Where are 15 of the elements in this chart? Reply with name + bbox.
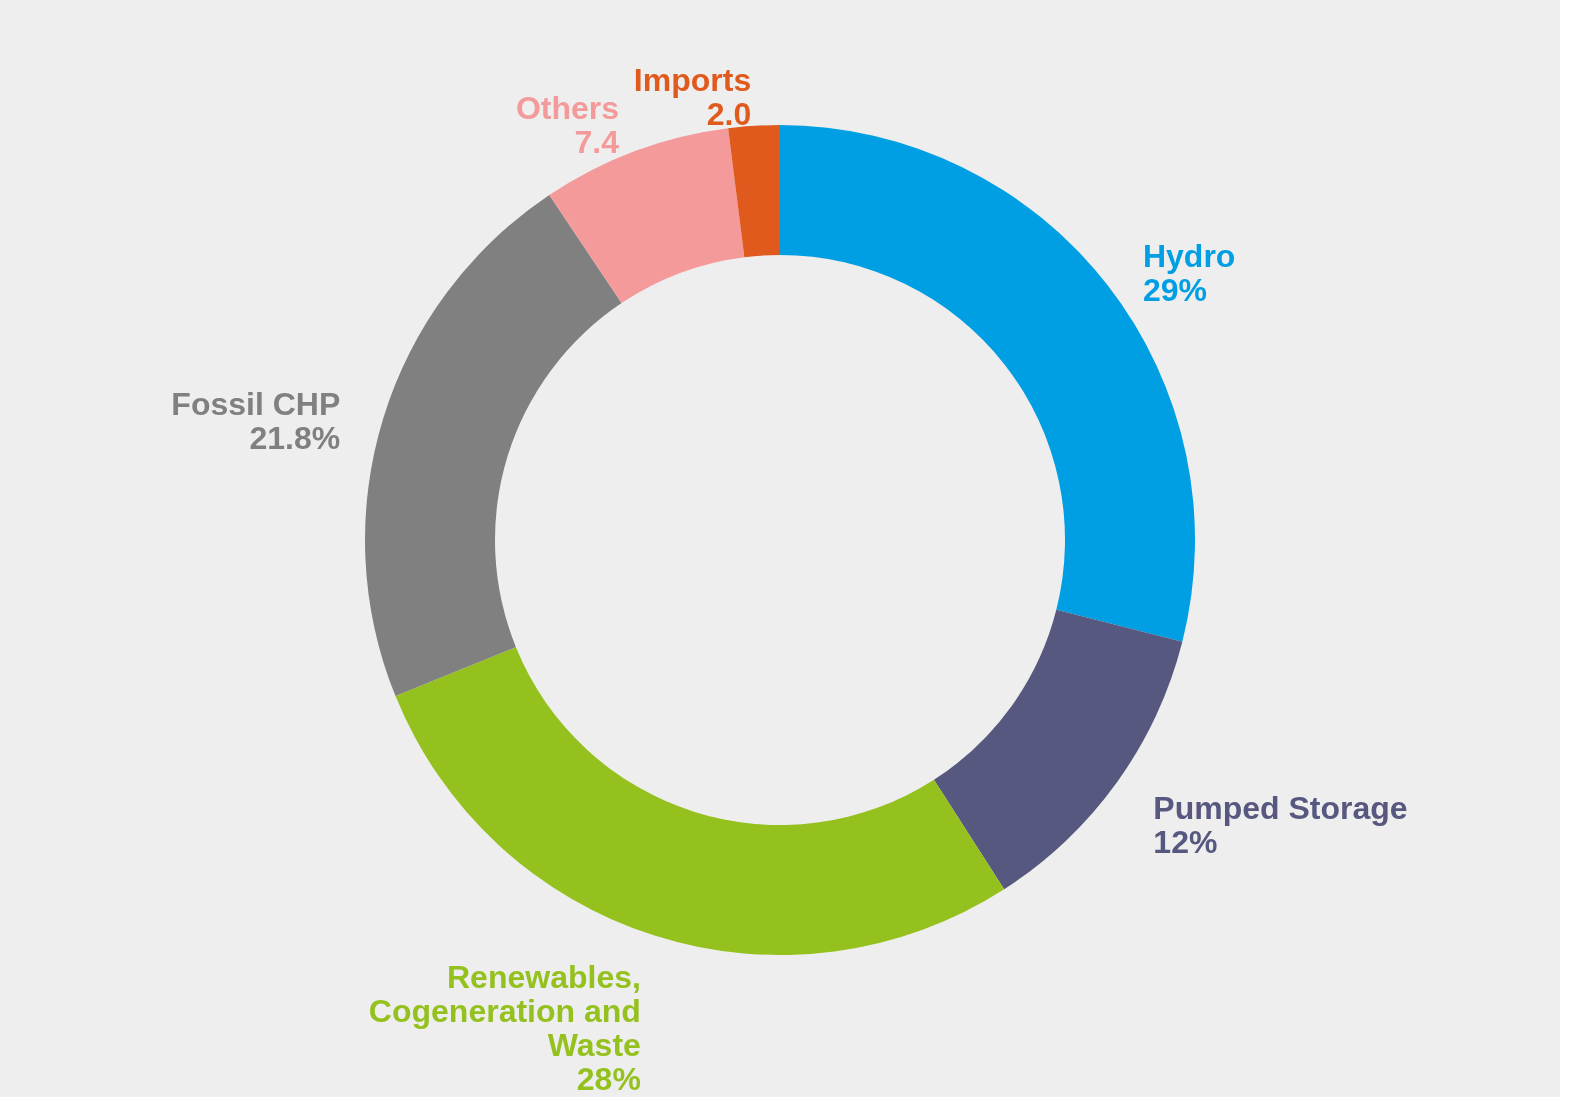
slice-label: Pumped Storage [1153, 789, 1408, 826]
donut-slice [728, 125, 780, 258]
slice-label: Renewables, Cogeneration and Waste [368, 959, 641, 1064]
data-label: 12% [1153, 823, 1218, 860]
slice-label: Fossil CHP [171, 386, 341, 422]
data-label: 21.8% [249, 420, 341, 456]
slice-label: Others [515, 90, 620, 127]
slice-label: Hydro [1142, 238, 1236, 275]
data-label: 2.0 [706, 95, 752, 132]
donut-slice [549, 128, 745, 304]
donut-slice [365, 195, 622, 697]
slice-label: Imports [633, 61, 752, 98]
data-label: 7.4 [574, 124, 620, 161]
data-label: 28% [576, 1061, 641, 1098]
donut-slice [395, 647, 1005, 955]
